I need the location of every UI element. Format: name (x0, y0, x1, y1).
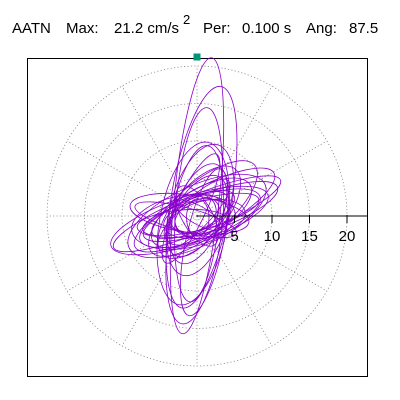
orbit-loop (166, 175, 228, 257)
orbit-loop (174, 194, 217, 237)
radial-axis: 5 10 15 20 (197, 215, 367, 245)
axis-tick-label: 20 (339, 228, 356, 245)
orbit-loop (186, 198, 210, 237)
orbit-trace (110, 57, 282, 335)
angle-label: Ang: (306, 20, 337, 37)
axis-tick-label: 10 (264, 228, 281, 245)
grid-spoke (196, 140, 328, 217)
orbit-loop (169, 57, 225, 335)
plot-frame (27, 58, 368, 377)
orbit-loop (165, 145, 225, 325)
max-marker (193, 53, 201, 61)
orbit-loop (175, 185, 219, 247)
axis-tick-label: 5 (230, 228, 238, 245)
max-value: 21.2 cm/s (114, 20, 180, 37)
orbit-loop (165, 85, 238, 309)
orbit-loop (134, 201, 237, 239)
grid-spoke (121, 215, 198, 347)
period-value: 0.100 s (242, 20, 292, 37)
axis-tick-label: 15 (301, 228, 318, 245)
angle-value: 87.5 (349, 20, 379, 37)
plot-header: AATN Max: 21.2 cm/s 2 Per: 0.100 s Ang: … (0, 0, 400, 50)
max-label: Max: (66, 20, 99, 37)
orbit-loop (156, 141, 230, 306)
orbit-loop (157, 165, 242, 259)
orbit-loop (180, 168, 229, 317)
orbit-loop (174, 199, 223, 231)
orbit-loop (151, 189, 236, 240)
grid-spoke (66, 215, 198, 292)
grid-spoke (196, 85, 273, 217)
station-code: AATN (12, 20, 51, 37)
orbit-loop (161, 153, 221, 264)
max-marker-group (193, 53, 201, 61)
period-label: Per: (203, 20, 231, 37)
max-unit-exponent: 2 (183, 12, 191, 27)
